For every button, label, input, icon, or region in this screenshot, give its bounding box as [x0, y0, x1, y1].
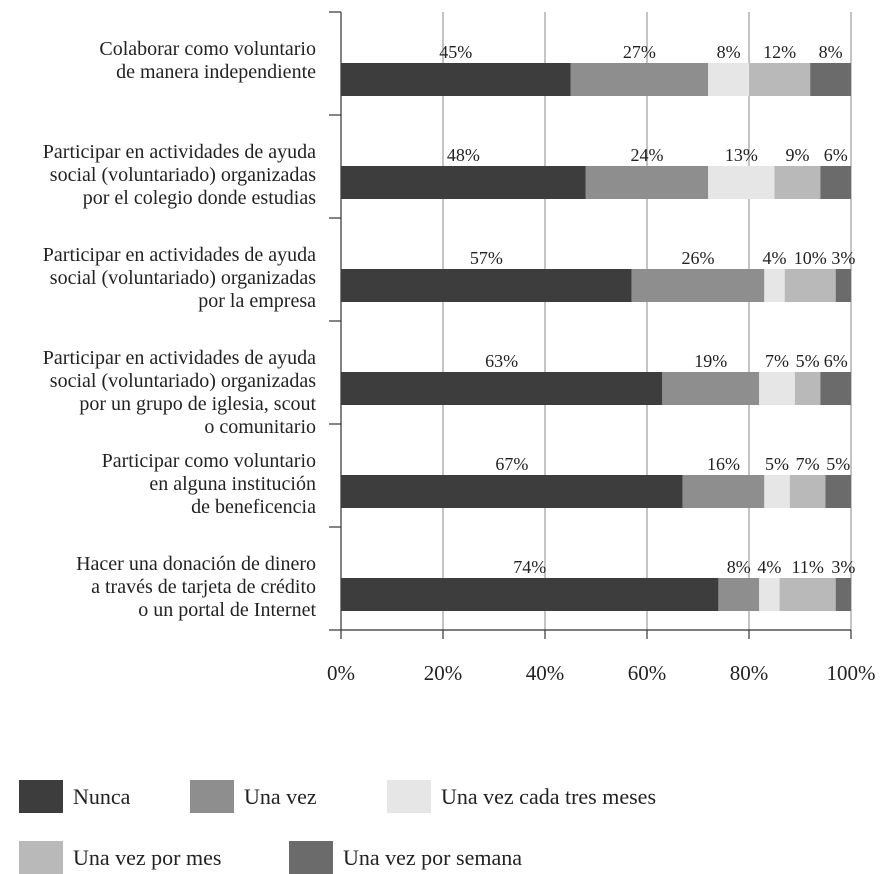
- data-label: 19%: [694, 351, 727, 371]
- data-label: 7%: [765, 351, 789, 371]
- data-label: 57%: [470, 248, 503, 268]
- data-label: 10%: [794, 248, 827, 268]
- bar-segment: [341, 578, 719, 611]
- category-label: de manera independiente: [116, 61, 316, 83]
- data-label: 6%: [824, 351, 848, 371]
- bar-segment: [764, 269, 785, 302]
- bar-segment: [662, 372, 760, 405]
- data-label: 13%: [725, 145, 758, 165]
- data-label: 67%: [495, 454, 528, 474]
- bar-segment: [820, 372, 851, 405]
- data-label: 11%: [791, 557, 823, 577]
- bar-segment: [718, 578, 760, 611]
- data-label: 26%: [682, 248, 715, 268]
- bar-segment: [341, 372, 663, 405]
- data-label: 27%: [623, 42, 656, 62]
- data-label: 12%: [763, 42, 796, 62]
- category-label: Colaborar como voluntario: [99, 38, 316, 60]
- bar-segment: [820, 166, 851, 199]
- bar-segment: [825, 475, 851, 508]
- bar-segment: [764, 475, 790, 508]
- data-label: 45%: [439, 42, 472, 62]
- x-tick-label: 60%: [628, 661, 667, 685]
- bar-segment: [835, 269, 851, 302]
- data-label: 3%: [831, 557, 855, 577]
- bar-segment: [708, 166, 775, 199]
- data-label: 4%: [763, 248, 787, 268]
- x-tick-label: 80%: [730, 661, 769, 685]
- data-label: 6%: [824, 145, 848, 165]
- bar-segment: [708, 63, 749, 96]
- data-label: 16%: [707, 454, 740, 474]
- data-label: 63%: [485, 351, 518, 371]
- category-label: Participar como voluntario: [102, 450, 316, 472]
- x-tick-label: 100%: [827, 661, 876, 685]
- data-label: 8%: [819, 42, 843, 62]
- bar-segment: [835, 578, 851, 611]
- category-label: por el colegio donde estudias: [83, 187, 316, 209]
- category-label: o un portal de Internet: [138, 599, 316, 621]
- data-label: 8%: [717, 42, 741, 62]
- category-label: de beneficencia: [191, 496, 316, 518]
- data-label: 9%: [785, 145, 809, 165]
- bar-segment: [749, 63, 811, 96]
- category-label: en alguna institución: [149, 473, 316, 495]
- bar-segment: [789, 475, 826, 508]
- category-label: por un grupo de iglesia, scout: [79, 393, 316, 415]
- bar-segment: [585, 166, 709, 199]
- data-label: 5%: [765, 454, 789, 474]
- bar-segment: [794, 372, 821, 405]
- data-label: 3%: [831, 248, 855, 268]
- data-label: 48%: [447, 145, 480, 165]
- category-label: o comunitario: [204, 416, 316, 438]
- data-label: 24%: [631, 145, 664, 165]
- data-label: 74%: [513, 557, 546, 577]
- data-label: 4%: [757, 557, 781, 577]
- data-label: 8%: [727, 557, 751, 577]
- bar-segment: [774, 166, 821, 199]
- x-tick-label: 40%: [526, 661, 565, 685]
- bar-segment: [631, 269, 765, 302]
- bar-segment: [341, 475, 683, 508]
- category-label: Participar en actividades de ayuda: [43, 347, 316, 369]
- bar-segment: [341, 63, 571, 96]
- data-label: 7%: [796, 454, 820, 474]
- category-label: por la empresa: [198, 290, 316, 312]
- category-label: social (voluntariado) organizadas: [50, 370, 316, 392]
- x-tick-label: 20%: [424, 661, 463, 685]
- data-label: 5%: [826, 454, 850, 474]
- bar-segment: [759, 578, 780, 611]
- x-tick-label: 0%: [327, 661, 355, 685]
- bar-segment: [682, 475, 765, 508]
- bar-segment: [570, 63, 709, 96]
- category-label: Hacer una donación de dinero: [76, 553, 316, 575]
- category-label: Participar en actividades de ayuda: [43, 244, 316, 266]
- bar-segment: [341, 166, 586, 199]
- data-label: 5%: [796, 351, 820, 371]
- category-label: a través de tarjeta de crédito: [91, 576, 316, 598]
- bar-segment: [341, 269, 632, 302]
- category-label: social (voluntariado) organizadas: [50, 267, 316, 289]
- category-label: Participar en actividades de ayuda: [43, 141, 316, 163]
- bar-segment: [810, 63, 851, 96]
- bar-segment: [779, 578, 836, 611]
- bar-segment: [759, 372, 795, 405]
- category-label: social (voluntariado) organizadas: [50, 164, 316, 186]
- bar-segment: [784, 269, 836, 302]
